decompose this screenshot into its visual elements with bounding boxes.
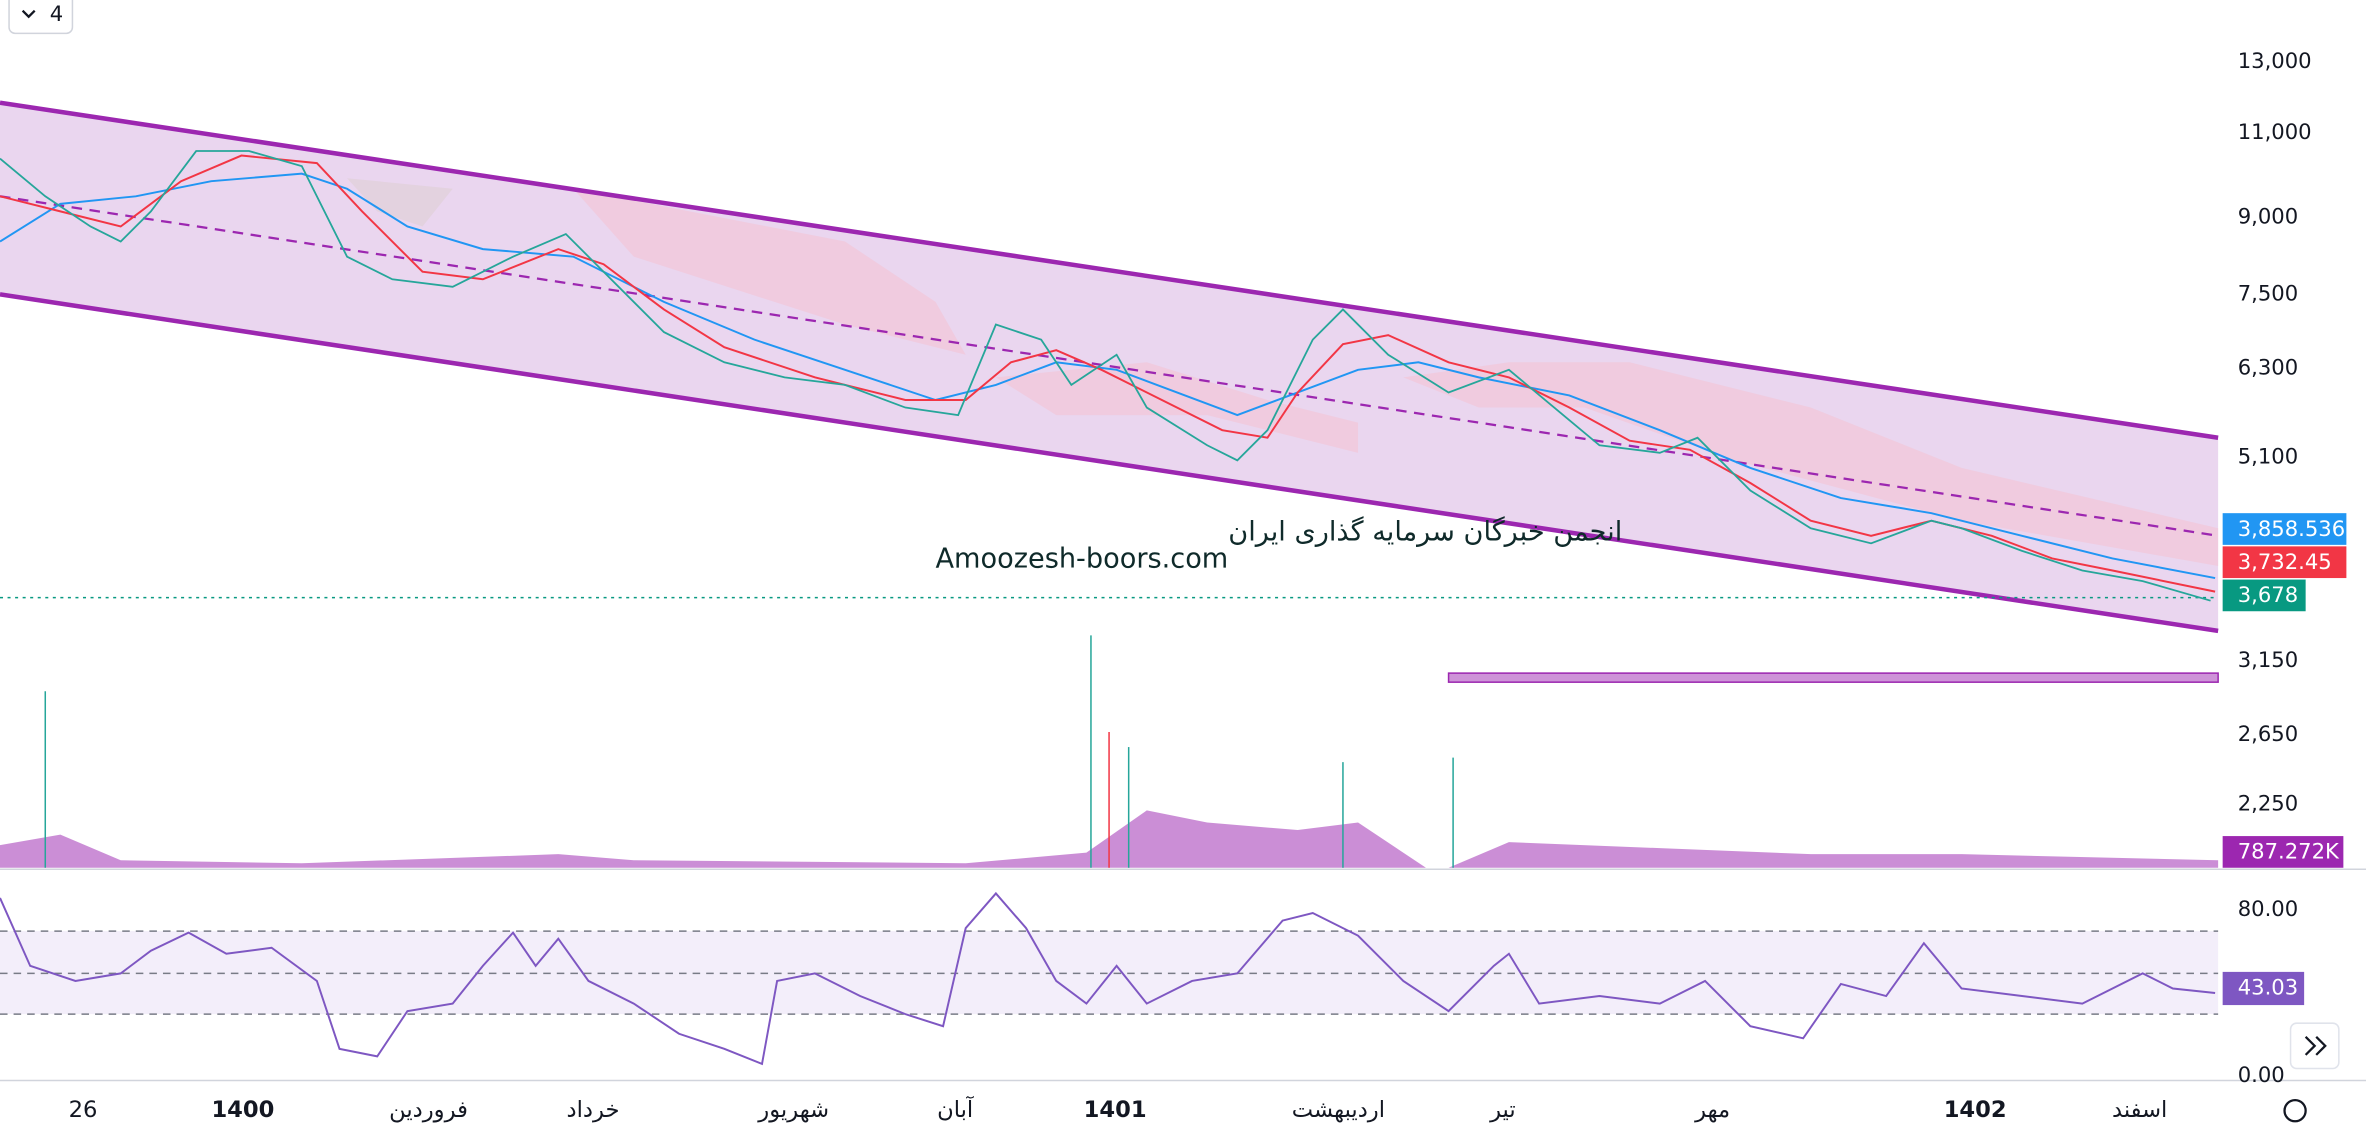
price-label: 5,100 <box>2238 443 2298 468</box>
time-label: اسفند <box>2112 1097 2167 1123</box>
badge: 3,732.45 <box>2238 549 2332 574</box>
price <box>0 150 2211 602</box>
time-axis: 26 1400 فروردین خرداد شهریور آبان 1401 ا… <box>69 1095 2168 1123</box>
channel-top <box>0 100 2219 440</box>
cloud <box>573 188 966 355</box>
watermark-line: Amoozesh-boors.com <box>935 543 1228 574</box>
time-label: 26 <box>69 1097 98 1123</box>
badge: 43.03 <box>2238 974 2298 999</box>
rsi-label: 80.00 <box>2238 896 2298 921</box>
time-label: 1400 <box>211 1097 274 1123</box>
price-axis: 13,000 11,000 9,000 7,500 6,300 5,100 3,… <box>2238 48 2312 815</box>
time-label: تیر <box>1489 1097 1516 1123</box>
badge: 787.272K <box>2238 839 2340 864</box>
cloud <box>1403 362 2219 566</box>
time-label: خرداد <box>567 1097 620 1123</box>
price-label: 7,500 <box>2238 280 2298 305</box>
interval-button[interactable] <box>8 0 74 35</box>
time-label: شهریور <box>757 1097 829 1123</box>
rsi-label: 0.00 <box>2238 1062 2285 1087</box>
price-label: 13,000 <box>2238 48 2312 73</box>
badge: 3,678 <box>2238 582 2298 607</box>
channel-mid <box>0 195 2219 537</box>
price-label: 6,300 <box>2238 354 2298 379</box>
price-label: 9,000 <box>2238 203 2298 228</box>
price-label: 2,650 <box>2238 721 2298 746</box>
price-label: 2,250 <box>2238 790 2298 815</box>
rsi-line <box>0 891 2216 1066</box>
badge-bg <box>2222 546 2347 579</box>
badge-bg <box>2222 513 2347 545</box>
time-label: 1402 <box>1944 1097 2007 1123</box>
watermark-line: انجمن خبرگان سرمایه گذاری ایران <box>1228 515 1622 547</box>
price-label: 11,000 <box>2238 119 2312 144</box>
badge: 3,858.536 <box>2238 516 2345 541</box>
price-label: 3,150 <box>2238 647 2298 672</box>
time-label: مهر <box>1694 1097 1730 1123</box>
badge-bg <box>2222 971 2305 1006</box>
channel-bottom <box>0 292 2219 634</box>
time-label: آبان <box>937 1095 975 1123</box>
badge-bg <box>2222 836 2344 868</box>
cloud <box>347 178 453 227</box>
interval-label: 4 <box>50 1 63 26</box>
dropdown-icon <box>21 9 36 19</box>
time-label: فروردین <box>389 1097 468 1123</box>
badge-bg <box>2222 579 2306 612</box>
zone-box <box>1447 672 2219 683</box>
time-label: اردیبهشت <box>1292 1097 1385 1123</box>
settings-icon[interactable] <box>2283 1099 2307 1123</box>
scroll-icon <box>2304 1035 2327 1056</box>
time-label: 1401 <box>1084 1097 1147 1123</box>
ma-fast <box>0 154 2216 593</box>
